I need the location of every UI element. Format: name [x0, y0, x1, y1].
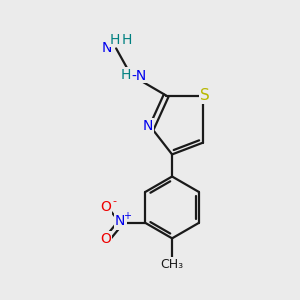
- Text: O: O: [100, 200, 111, 214]
- Text: -N: -N: [131, 68, 147, 83]
- Text: +: +: [123, 212, 131, 221]
- Text: S: S: [200, 88, 210, 103]
- Text: H: H: [110, 33, 120, 46]
- Text: -: -: [112, 196, 116, 206]
- Text: N: N: [115, 214, 125, 228]
- Text: O: O: [100, 232, 111, 246]
- Text: H: H: [121, 68, 131, 82]
- Text: CH₃: CH₃: [160, 258, 184, 271]
- Text: N: N: [101, 41, 112, 56]
- Text: H: H: [121, 33, 132, 46]
- Text: N: N: [143, 119, 153, 134]
